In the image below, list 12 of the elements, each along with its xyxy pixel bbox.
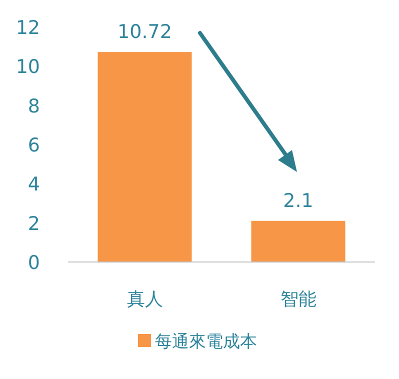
legend-label: 每通來電成本 [155, 332, 257, 352]
y-tick-label: 10 [16, 56, 40, 78]
y-tick-label: 2 [28, 212, 40, 235]
y-tick-label: 6 [28, 134, 40, 156]
y-tick-label: 12 [16, 17, 40, 39]
data-label: 10.72 [118, 21, 172, 44]
x-tick-label: 真人 [126, 289, 163, 310]
x-tick-label: 智能 [280, 289, 316, 310]
y-tick-label: 4 [28, 174, 40, 196]
y-tick-label: 0 [28, 252, 40, 274]
y-tick-label: 8 [28, 95, 40, 118]
data-label: 2.1 [283, 190, 314, 212]
